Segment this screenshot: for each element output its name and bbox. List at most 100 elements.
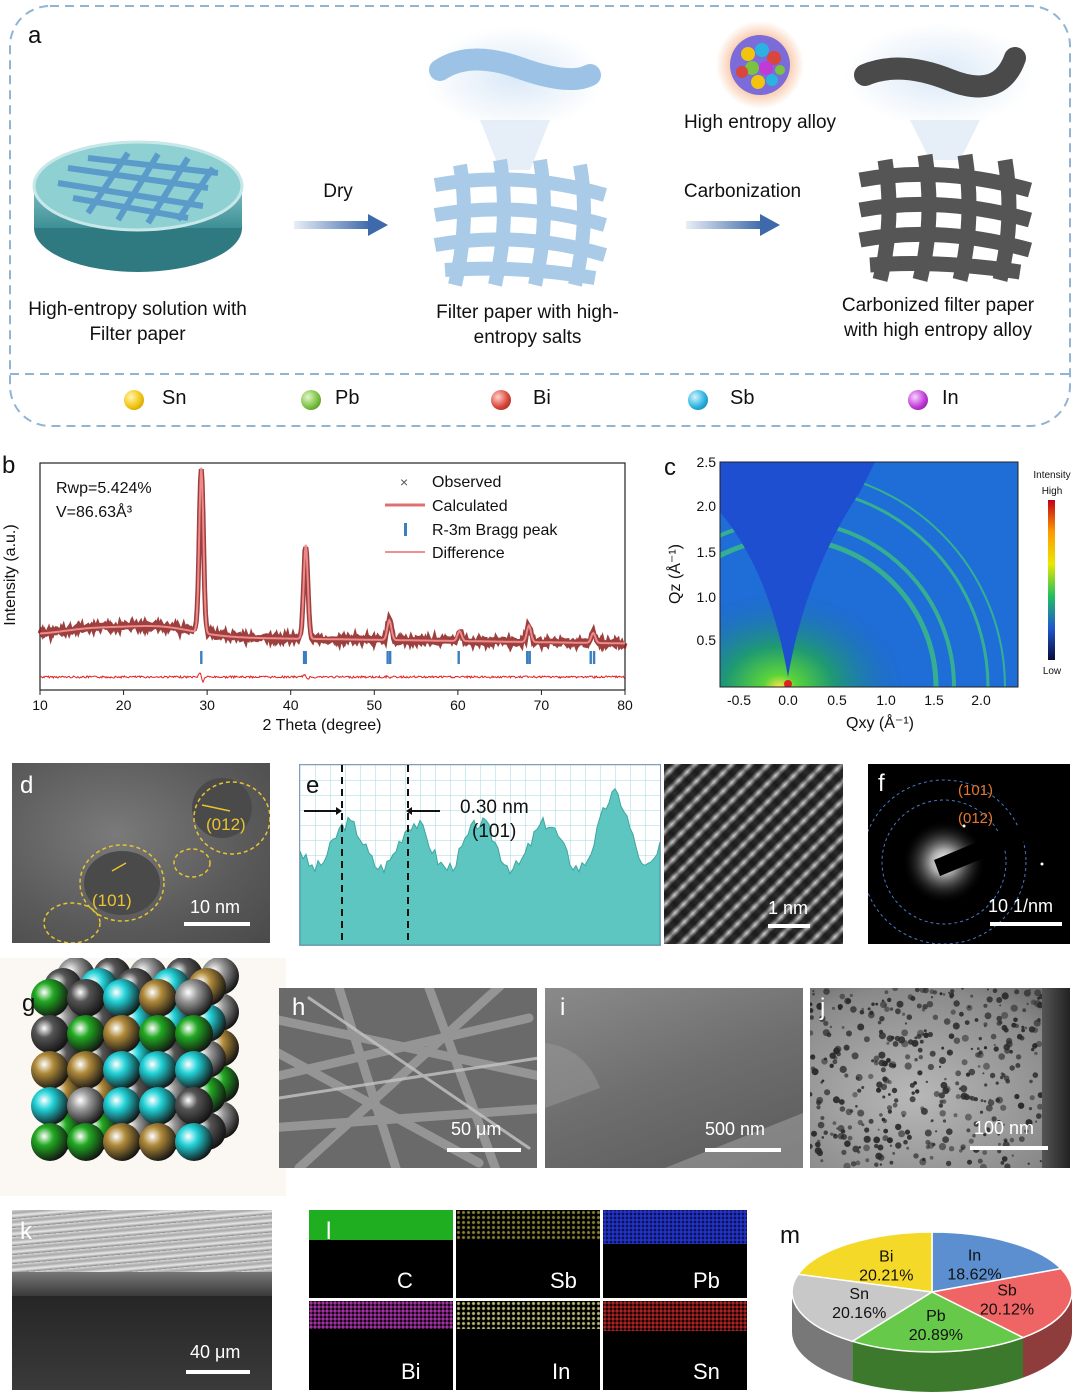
xrd-xtick: 60 bbox=[450, 697, 466, 713]
arrow-right-icon bbox=[686, 214, 780, 236]
atom-sn bbox=[31, 1051, 69, 1089]
c-x-axis-label: Qxy (Å⁻¹) bbox=[846, 713, 914, 732]
colorbar-high: High bbox=[1042, 486, 1063, 497]
c-ytick-2.5: 2.5 bbox=[697, 454, 717, 470]
atom-pb bbox=[31, 1123, 69, 1161]
substrate-layer bbox=[12, 1296, 272, 1390]
sn-atom-icon bbox=[124, 390, 144, 410]
atom-in bbox=[175, 1087, 213, 1125]
scale-label-h: 50 μm bbox=[451, 1119, 502, 1139]
legend-bragg: R-3m Bragg peak bbox=[432, 522, 558, 539]
step1-caption-line1: High-entropy solution with bbox=[28, 299, 247, 320]
petri-dish-illustration bbox=[32, 140, 244, 272]
panel-label-a: a bbox=[28, 22, 42, 49]
scale-bar-h bbox=[447, 1148, 521, 1152]
fringe-overlay bbox=[664, 764, 843, 944]
fiber-layer bbox=[12, 1210, 272, 1272]
panel-label-b: b bbox=[2, 452, 16, 479]
xrd-xtick: 80 bbox=[617, 697, 633, 713]
panel-label-i: i bbox=[560, 994, 566, 1021]
xrd-xtick: 20 bbox=[116, 697, 132, 713]
panel-label-l: l bbox=[326, 1218, 332, 1245]
bragg-peak-tick bbox=[592, 651, 596, 664]
step2-caption-line1: Filter paper with high- bbox=[436, 302, 619, 323]
c-xtick-0.0: 0.0 bbox=[778, 692, 798, 708]
scale-bar-d bbox=[184, 922, 250, 926]
pie-label-pb: Pb bbox=[926, 1308, 946, 1325]
carbonized-paper-illustration bbox=[845, 23, 1035, 282]
tem-image-j: 100 nm bbox=[810, 988, 1070, 1168]
c-ytick-2.0: 2.0 bbox=[697, 498, 717, 514]
pie-label-sn: Sn bbox=[849, 1286, 869, 1303]
xrd-xtick: 70 bbox=[534, 697, 550, 713]
atom-sn bbox=[139, 979, 177, 1017]
atom-bi bbox=[67, 1087, 105, 1125]
c-xtick--0.5: -0.5 bbox=[727, 692, 751, 708]
plane-label-101: (101) bbox=[92, 891, 132, 910]
legend-label-sb: Sb bbox=[730, 387, 755, 409]
c-xtick-2.0: 2.0 bbox=[971, 692, 991, 708]
atom-in bbox=[67, 979, 105, 1017]
eds-map-grid: C Sb Pb Bi In Sn bbox=[309, 1210, 747, 1390]
scale-bar-lattice bbox=[768, 924, 810, 928]
colorbar-title: Intensity bbox=[1033, 470, 1070, 481]
c-xtick-1.0: 1.0 bbox=[876, 692, 896, 708]
legend-label-in: In bbox=[942, 387, 959, 409]
colorbar-low: Low bbox=[1043, 666, 1062, 677]
bragg-peak-tick bbox=[304, 651, 307, 664]
scale-bar-i bbox=[705, 1148, 781, 1152]
panel-label-h: h bbox=[292, 994, 306, 1021]
scale-label-j: 100 nm bbox=[974, 1118, 1035, 1138]
eds-map-sb: Sb bbox=[456, 1210, 600, 1298]
eds-map-bi: Bi bbox=[309, 1301, 453, 1390]
bragg-peak-tick bbox=[528, 651, 531, 664]
atom-sn bbox=[103, 1123, 141, 1161]
panel-label-d: d bbox=[20, 772, 34, 799]
bragg-peak-tick bbox=[302, 651, 306, 664]
xrd-rwp: Rwp=5.424% bbox=[56, 480, 152, 497]
pie-side-sn bbox=[792, 1292, 853, 1382]
scale-label-k: 40 μm bbox=[190, 1342, 241, 1362]
sb-atom-icon bbox=[688, 390, 708, 410]
pie-side-sb bbox=[1023, 1292, 1072, 1378]
xrd-x-axis-label: 2 Theta (degree) bbox=[263, 717, 382, 734]
schematic-panel bbox=[6, 2, 1074, 430]
eds-map-pb: Pb bbox=[603, 1210, 747, 1298]
colorbar bbox=[1048, 500, 1055, 660]
lattice-plane: (101) bbox=[472, 821, 517, 842]
lattice-fringe-image: 1 nm bbox=[664, 764, 843, 944]
eds-label-pb: Pb bbox=[693, 1268, 720, 1293]
c-ytick-1.5: 1.5 bbox=[697, 544, 717, 560]
xrd-refinement-chart: 10 20 30 40 50 60 70 80 Intensity (a.u.) 2 Thet… bbox=[2, 462, 633, 734]
pie-label-sb: Sb bbox=[997, 1283, 1017, 1300]
tem-edge bbox=[1042, 988, 1070, 1168]
atom-sn bbox=[139, 1123, 177, 1161]
atom-sb bbox=[175, 1123, 213, 1161]
pie-slice-sb bbox=[929, 1267, 1073, 1339]
bragg-tick-icon bbox=[404, 523, 407, 536]
atom-sb bbox=[175, 1051, 213, 1089]
observed-marker-icon: × bbox=[400, 474, 408, 490]
arrow-right-icon bbox=[294, 214, 388, 236]
panel-label-f: f bbox=[878, 770, 885, 797]
panel-label-j: j bbox=[820, 994, 826, 1021]
xrd-volume: V=86.63Å³ bbox=[56, 502, 133, 521]
plane-label-012: (012) bbox=[206, 815, 246, 834]
eds-label-in: In bbox=[552, 1359, 571, 1384]
pie-label-bi: Bi bbox=[879, 1248, 893, 1265]
bragg-peak-tick bbox=[589, 651, 592, 664]
legend-label-bi: Bi bbox=[533, 387, 551, 409]
atom-sb bbox=[103, 1051, 141, 1089]
panel-label-m: m bbox=[780, 1222, 800, 1249]
eds-band-bi bbox=[309, 1301, 453, 1329]
line-profile-e: 0.30 nm (101) bbox=[299, 764, 661, 946]
xrd-xtick: 10 bbox=[32, 697, 48, 713]
atom-sb bbox=[103, 979, 141, 1017]
scale-label-lattice: 1 nm bbox=[768, 898, 809, 918]
schematic-dashed-frame bbox=[9, 5, 1071, 427]
bragg-peak-tick bbox=[457, 651, 460, 664]
legend-observed: Observed bbox=[432, 474, 501, 491]
legend-calculated: Calculated bbox=[432, 498, 508, 515]
saed-ring-101: (101) bbox=[958, 782, 994, 799]
pie-slice-pb bbox=[850, 1291, 1025, 1353]
